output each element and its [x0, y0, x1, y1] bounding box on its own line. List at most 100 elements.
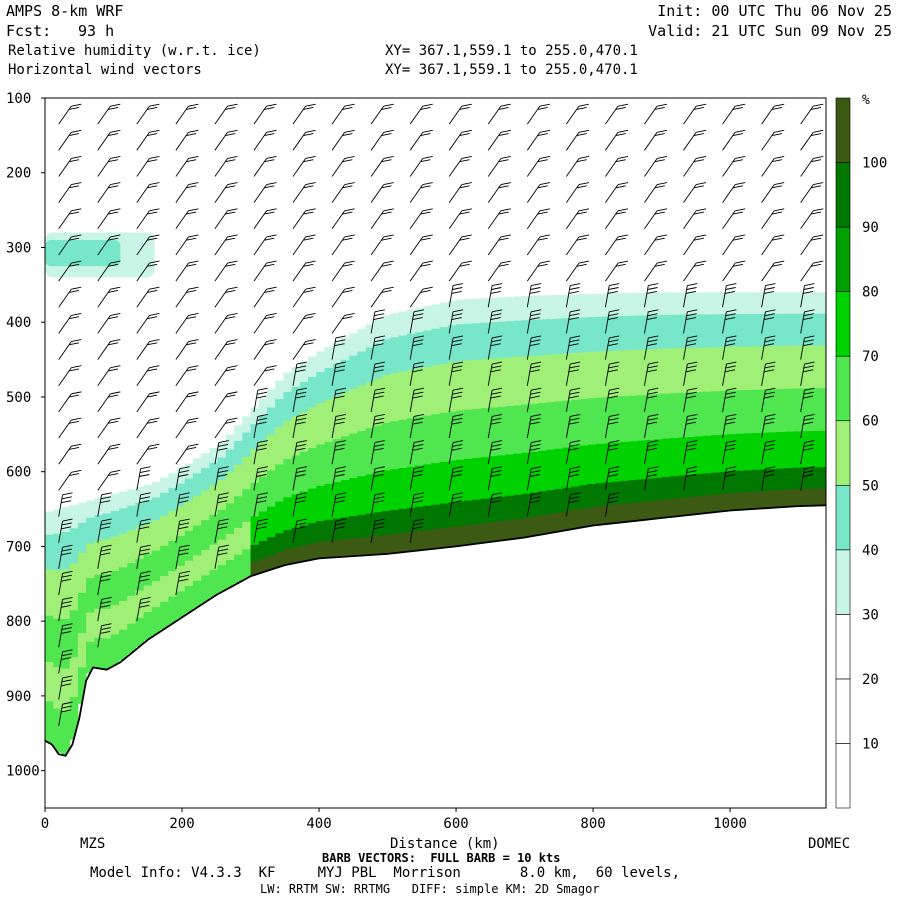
rh-cell	[209, 447, 219, 464]
wind-barb-flag	[568, 474, 579, 477]
rh-cell	[275, 501, 284, 534]
rh-upper-patch-core	[45, 240, 121, 267]
wind-barb-flag	[374, 444, 385, 447]
wind-barb-flag	[256, 526, 267, 530]
wind-barb-flag	[412, 343, 423, 347]
rh-cell	[299, 525, 309, 546]
wind-barb-flag	[296, 361, 307, 365]
wind-barb-flag	[685, 290, 697, 294]
wind-barb-flag	[139, 496, 151, 500]
wind-barb-flag	[186, 290, 197, 293]
wind-barb-shaft	[800, 132, 814, 151]
rh-cell	[719, 434, 728, 473]
wind-barb-flag	[374, 391, 385, 395]
wind-barb-flag	[570, 309, 581, 313]
wind-barb-flag	[732, 185, 743, 189]
wind-barb-flag	[724, 369, 736, 373]
rh-cell	[176, 536, 186, 567]
wind-barb-flag	[61, 522, 72, 526]
wind-barb-flag	[373, 500, 384, 504]
wind-barb-shaft	[214, 341, 228, 360]
wind-barb-flag	[303, 159, 314, 163]
wind-barb-flag	[110, 339, 121, 342]
wind-barb-flag	[685, 343, 697, 347]
y-tick-label: 300	[6, 240, 31, 256]
wind-barb-shaft	[292, 236, 306, 256]
wind-barb-flag	[810, 185, 822, 189]
rh-cell	[439, 528, 449, 549]
wind-barb-flag	[147, 237, 158, 241]
rh-cell	[143, 585, 153, 613]
rh-cell	[77, 687, 87, 704]
rh-cell	[760, 432, 769, 470]
wind-barb-flag	[452, 313, 463, 317]
rh-cell	[653, 348, 663, 395]
wind-barb-shaft	[370, 210, 385, 230]
rh-cell	[242, 489, 252, 523]
wind-barb-flag	[648, 466, 659, 470]
wind-barb-flag	[373, 526, 384, 530]
wind-barb-flag	[764, 313, 775, 317]
rh-cell	[554, 354, 564, 402]
rh-cell	[694, 436, 704, 475]
rh-cell	[710, 472, 720, 496]
wind-barb-flag	[149, 103, 160, 107]
wind-barb-flag	[763, 369, 775, 373]
rh-cell	[620, 503, 630, 523]
rh-cell	[324, 540, 334, 559]
wind-barb-flag	[303, 342, 314, 346]
wind-barb-flag	[110, 469, 121, 473]
wind-barb-flag	[256, 522, 268, 526]
wind-barb-flag	[62, 649, 73, 653]
rh-cell	[793, 313, 802, 347]
rh-cell	[727, 471, 737, 494]
wind-barb-shaft	[409, 262, 424, 282]
rh-cell	[439, 327, 449, 365]
wind-barb-flag	[149, 391, 160, 395]
wind-barb-flag	[413, 496, 424, 500]
field-title-wind: Horizontal wind vectors	[8, 62, 202, 78]
wind-barb-flag	[608, 417, 619, 421]
wind-barb-flag	[295, 474, 306, 477]
rh-cell	[373, 319, 383, 344]
wind-barb-shaft	[565, 210, 580, 230]
wind-barb-flag	[763, 447, 775, 451]
wind-barb-flag	[732, 237, 743, 241]
rh-cell	[727, 434, 737, 472]
rh-cell	[382, 511, 391, 536]
wind-barb-flag	[108, 81, 118, 83]
rh-cell	[678, 314, 687, 349]
rh-cell	[480, 457, 490, 500]
wind-barb-flag	[422, 129, 433, 133]
wind-barb-flag	[764, 339, 775, 343]
wind-barb-flag	[608, 313, 619, 317]
rh-cell	[546, 513, 556, 534]
wind-barb-flag	[765, 413, 776, 417]
wind-barb-flag	[295, 526, 306, 530]
wind-barb-flag	[108, 106, 119, 110]
wind-barb-flag	[726, 440, 737, 443]
rh-cell	[571, 509, 580, 530]
rh-cell	[727, 493, 737, 511]
wind-barb-flag	[264, 342, 275, 346]
rh-cell	[86, 500, 95, 519]
wind-barb-flag	[186, 159, 197, 163]
wind-barb-flag	[537, 237, 548, 241]
wind-barb-shaft	[683, 236, 697, 256]
rh-cell	[571, 294, 580, 319]
wind-barb-flag	[412, 421, 423, 425]
wind-barb-flag	[186, 263, 197, 267]
wind-barb-flag	[71, 391, 82, 395]
rh-cell	[209, 462, 219, 486]
wind-barb-flag	[178, 526, 189, 530]
wind-barb-flag	[725, 444, 736, 447]
rh-cell	[406, 370, 416, 419]
rh-cell	[217, 565, 227, 581]
wind-barb-flag	[539, 156, 551, 159]
rh-cell	[595, 316, 605, 352]
rh-cell	[521, 356, 531, 406]
wind-barb-shaft	[253, 367, 267, 386]
rh-cell	[234, 527, 243, 556]
rh-cell	[661, 292, 671, 316]
wind-barb-flag	[576, 237, 587, 241]
